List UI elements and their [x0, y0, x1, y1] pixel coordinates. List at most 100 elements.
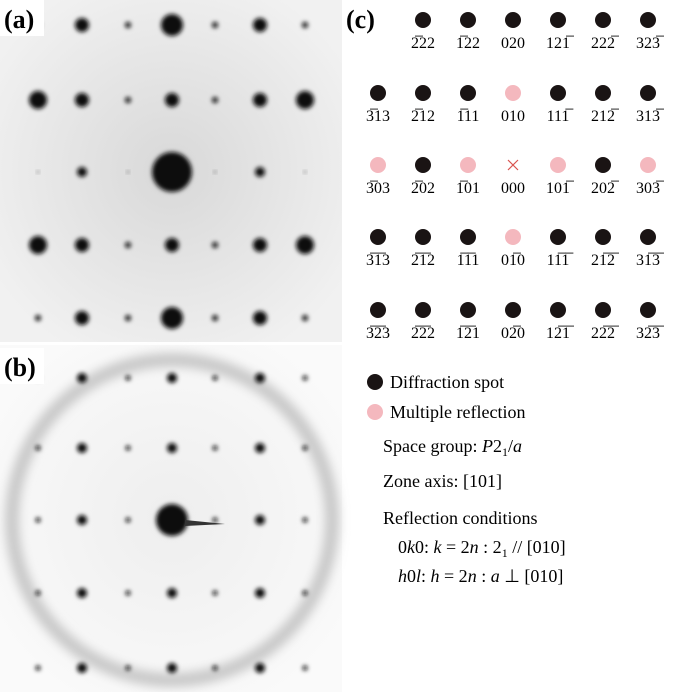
- spot-spot: [415, 229, 431, 245]
- spot: [75, 18, 89, 32]
- spot: [75, 311, 89, 325]
- spot-spot: [460, 12, 476, 28]
- info-line: Reflection conditions: [383, 508, 537, 528]
- text-segment: :: [477, 566, 491, 586]
- spot: [253, 238, 267, 252]
- miller-index: 1̅22: [456, 35, 480, 52]
- spot-spot: [505, 302, 521, 318]
- spot: [77, 167, 87, 177]
- miller-index: 3̅13: [366, 108, 390, 125]
- spot-spot: [550, 302, 566, 318]
- spot: [253, 311, 267, 325]
- spot: [167, 373, 177, 383]
- spot: [167, 663, 177, 673]
- miller-index: 32̅3̅: [636, 325, 665, 342]
- spot: [125, 665, 131, 671]
- text-segment: : 2: [479, 537, 502, 557]
- spot: [77, 373, 87, 383]
- miller-index: 000: [501, 180, 525, 197]
- text-segment: k: [434, 537, 443, 557]
- spot: [167, 588, 177, 598]
- spot: [302, 517, 308, 523]
- miller-index: 12̅1̅: [546, 325, 575, 342]
- miller-index: 2̅1̅2: [411, 252, 435, 269]
- text-segment: 2: [493, 436, 502, 456]
- text-segment: n: [468, 566, 477, 586]
- spot: [35, 315, 41, 321]
- text-segment: a: [513, 436, 522, 456]
- spot-spot: [550, 12, 566, 28]
- spot: [125, 22, 131, 28]
- label-bg: [0, 348, 44, 384]
- spot: [29, 91, 47, 109]
- text-segment: k: [407, 537, 416, 557]
- spot: [255, 443, 265, 453]
- spot-spot: [595, 85, 611, 101]
- miller-index: 2̅2̅2: [411, 325, 435, 342]
- spot: [167, 443, 177, 453]
- spot: [125, 375, 131, 381]
- info-line: Space group: P21/a: [383, 436, 522, 459]
- spot-spot: [595, 302, 611, 318]
- panel-label: (c): [346, 5, 375, 34]
- spot: [304, 171, 306, 173]
- miller-index: 2̅02: [411, 180, 435, 197]
- text-segment: /: [508, 436, 513, 456]
- spot-spot: [460, 229, 476, 245]
- miller-index: 202̅: [591, 180, 620, 197]
- info-line: h0l: h = 2n : a ⊥ [010]: [398, 566, 563, 586]
- spot: [77, 588, 87, 598]
- spot: [302, 590, 308, 596]
- miller-index: 22̅2̅: [591, 325, 620, 342]
- text-segment: l: [416, 566, 421, 586]
- text-segment: a: [491, 566, 500, 586]
- text-segment: P: [481, 436, 493, 456]
- spot: [212, 315, 218, 321]
- spot-spot: [415, 157, 431, 173]
- miller-index: 1̅11: [457, 108, 480, 125]
- spot: [214, 171, 216, 173]
- label-bg: [0, 0, 44, 36]
- legend-text: Diffraction spot: [390, 372, 504, 392]
- spot: [29, 236, 47, 254]
- spot-spot: [460, 302, 476, 318]
- spot-spot: [550, 85, 566, 101]
- spot-spot: [550, 229, 566, 245]
- spot: [125, 517, 131, 523]
- spot: [253, 93, 267, 107]
- text-segment: Zone axis: [101]: [383, 471, 502, 491]
- spot: [161, 14, 183, 36]
- spot: [302, 375, 308, 381]
- miller-index: 21̅2̅: [591, 252, 620, 269]
- miller-index: 2̅12: [411, 108, 435, 125]
- spot: [75, 238, 89, 252]
- miller-index: 3̅1̅3: [366, 252, 390, 269]
- spot-multiple: [640, 157, 656, 173]
- spot-spot: [415, 302, 431, 318]
- spot-spot: [595, 229, 611, 245]
- spot: [296, 236, 314, 254]
- spot-spot: [595, 12, 611, 28]
- text-segment: n: [470, 537, 479, 557]
- miller-index: 31̅3̅: [636, 252, 665, 269]
- miller-index: 020: [501, 35, 525, 52]
- spot: [255, 167, 265, 177]
- spot: [75, 93, 89, 107]
- spot-spot: [415, 12, 431, 28]
- spot: [125, 315, 131, 321]
- legend-marker: [367, 374, 383, 390]
- spot: [212, 375, 218, 381]
- spot-multiple: [460, 157, 476, 173]
- miller-index: 111̅: [547, 108, 575, 125]
- miller-index: 1̅2̅1: [456, 325, 480, 342]
- spot: [296, 91, 314, 109]
- miller-index: 2̅22: [411, 35, 435, 52]
- spot-spot: [415, 85, 431, 101]
- text-segment: Reflection conditions: [383, 508, 537, 528]
- miller-index: 101̅: [546, 180, 575, 197]
- spot: [37, 171, 39, 173]
- origin-mark: [507, 159, 519, 171]
- miller-index: 3̅2̅3: [366, 325, 390, 342]
